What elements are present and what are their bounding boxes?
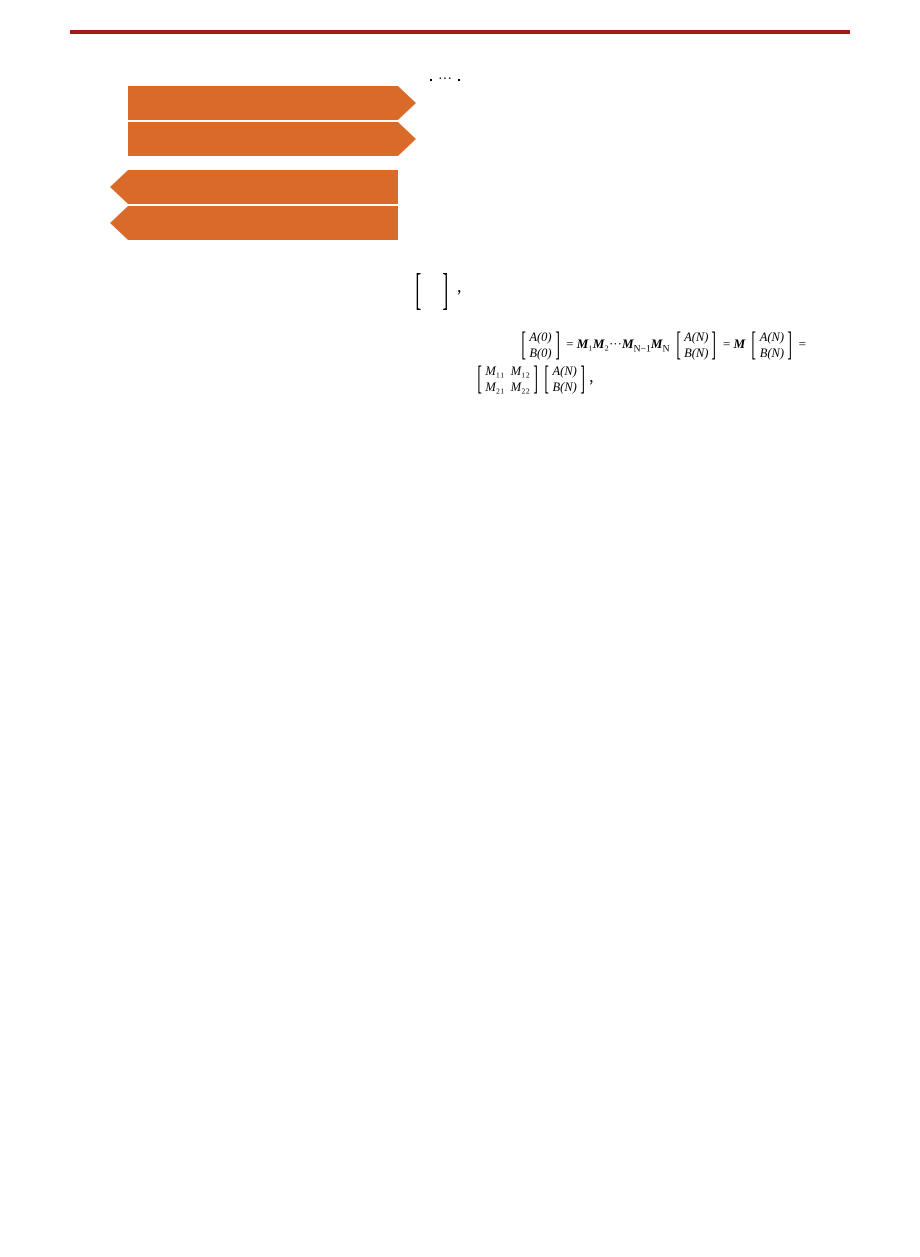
waveguide-pair-2 [110, 170, 400, 240]
two-column: [A(0)B(0)] = M₁M₂···MN−1MN [A(N)B(N)] = … [70, 320, 850, 404]
figure-3: ··· [70, 54, 850, 254]
waveguide-bot-2 [128, 206, 398, 240]
waveguide-top [128, 86, 398, 120]
matrix-group-1 [430, 79, 432, 81]
waveguide-pair-1 [110, 86, 400, 156]
matrix-group-2 [458, 79, 460, 81]
waveguide-top-2 [128, 170, 398, 204]
left-column [70, 320, 446, 404]
spectrum-chart [250, 418, 670, 698]
waveguide-bot [128, 122, 398, 156]
tick-row-top [128, 72, 398, 86]
equation-7: [ ] ， [70, 268, 850, 312]
tick-row-mid [128, 156, 398, 170]
figure-3b: ··· [430, 54, 810, 254]
ellipsis: ··· [438, 72, 452, 88]
figure-4 [70, 418, 850, 698]
header-bar [70, 30, 850, 34]
figure-3a [110, 54, 400, 254]
matrix-blocks: ··· [430, 72, 810, 88]
tick-row-bot [128, 240, 398, 254]
equation-12: [A(0)B(0)] = M₁M₂···MN−1MN [A(N)B(N)] = … [474, 328, 850, 396]
right-column: [A(0)B(0)] = M₁M₂···MN−1MN [A(N)B(N)] = … [474, 320, 850, 404]
